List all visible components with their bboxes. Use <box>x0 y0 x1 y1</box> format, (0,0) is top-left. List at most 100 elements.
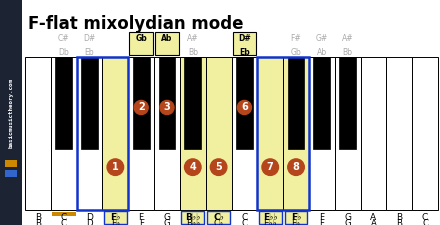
Circle shape <box>160 100 174 115</box>
Text: 4: 4 <box>189 162 196 172</box>
Text: A#: A# <box>187 34 198 43</box>
Text: A: A <box>370 214 377 223</box>
Bar <box>104 211 127 224</box>
Text: 3: 3 <box>164 103 170 112</box>
Bar <box>5 170 17 177</box>
Text: D#: D# <box>238 34 251 43</box>
Text: Eb: Eb <box>85 47 94 56</box>
Text: Ab: Ab <box>161 34 172 43</box>
Bar <box>103 57 128 210</box>
Bar <box>180 57 205 210</box>
Bar <box>412 57 438 210</box>
Text: F♭: F♭ <box>291 214 301 223</box>
Text: F#: F# <box>291 34 301 43</box>
Bar <box>129 32 153 55</box>
Text: Db: Db <box>59 47 69 56</box>
Bar <box>231 57 257 210</box>
Bar <box>288 57 304 149</box>
Text: F: F <box>319 219 324 225</box>
Text: D#: D# <box>84 34 95 43</box>
Circle shape <box>184 159 201 176</box>
Text: C♭: C♭ <box>213 214 224 223</box>
Text: B♭♭: B♭♭ <box>186 219 200 225</box>
Bar <box>309 57 335 210</box>
Bar <box>236 57 253 149</box>
Text: G: G <box>164 219 170 225</box>
Bar <box>313 57 330 149</box>
Text: 5: 5 <box>215 162 222 172</box>
Bar <box>285 211 308 224</box>
Text: 2: 2 <box>138 103 144 112</box>
Bar <box>184 57 201 149</box>
Bar <box>386 57 412 210</box>
Circle shape <box>288 159 304 176</box>
Text: F-flat mixolydian mode: F-flat mixolydian mode <box>28 15 243 33</box>
Text: G#: G# <box>316 34 328 43</box>
Text: B: B <box>35 219 41 225</box>
Bar <box>25 57 51 210</box>
Bar <box>154 57 180 210</box>
Text: basicmusictheory.com: basicmusictheory.com <box>8 78 14 148</box>
Text: C: C <box>242 219 247 225</box>
Bar <box>77 57 103 210</box>
Circle shape <box>107 159 124 176</box>
Bar <box>207 211 230 224</box>
Text: Gb: Gb <box>291 47 301 56</box>
Text: G: G <box>344 214 351 223</box>
Bar <box>52 212 76 216</box>
Bar <box>128 57 154 210</box>
Text: Ab: Ab <box>317 47 327 56</box>
Text: C: C <box>61 219 67 225</box>
Text: 6: 6 <box>241 103 248 112</box>
Bar <box>158 57 176 149</box>
Text: F: F <box>139 214 144 223</box>
Text: B: B <box>396 214 402 223</box>
Bar <box>257 57 309 210</box>
Text: 7: 7 <box>267 162 274 172</box>
Text: B: B <box>396 219 402 225</box>
Text: F: F <box>139 219 143 225</box>
Text: B: B <box>35 214 41 223</box>
Text: Bb: Bb <box>343 47 352 56</box>
Circle shape <box>262 159 279 176</box>
Circle shape <box>237 100 251 115</box>
Circle shape <box>134 100 148 115</box>
Bar <box>232 32 256 55</box>
Bar <box>155 32 179 55</box>
Bar <box>360 57 386 210</box>
Text: G: G <box>164 214 170 223</box>
Text: E♭♭: E♭♭ <box>264 219 277 225</box>
Text: Bb: Bb <box>188 47 198 56</box>
Bar <box>0 0 22 225</box>
Text: C♭: C♭ <box>213 219 224 225</box>
Text: F♭: F♭ <box>110 214 121 223</box>
Bar <box>133 57 150 149</box>
Text: C: C <box>422 214 428 223</box>
Text: C: C <box>61 214 67 223</box>
Bar <box>181 211 204 224</box>
Text: D: D <box>86 214 93 223</box>
Text: E♭♭: E♭♭ <box>263 214 278 223</box>
Text: A#: A# <box>342 34 353 43</box>
Bar <box>205 57 231 210</box>
Text: A: A <box>370 219 376 225</box>
Text: Eb: Eb <box>239 47 250 56</box>
Bar <box>55 57 72 149</box>
Text: D: D <box>86 219 93 225</box>
Bar <box>77 57 128 210</box>
Text: C: C <box>241 214 248 223</box>
Bar <box>51 57 77 210</box>
Text: F♭: F♭ <box>111 219 120 225</box>
Text: Gb: Gb <box>135 34 147 43</box>
Bar <box>5 160 17 167</box>
Text: 8: 8 <box>293 162 300 172</box>
Bar <box>283 57 309 210</box>
Bar <box>335 57 360 210</box>
Text: C#: C# <box>58 34 70 43</box>
Text: G: G <box>344 219 351 225</box>
Text: C: C <box>422 219 428 225</box>
Bar <box>257 57 283 210</box>
Text: F♭: F♭ <box>291 219 301 225</box>
Bar <box>339 57 356 149</box>
Text: F: F <box>319 214 324 223</box>
